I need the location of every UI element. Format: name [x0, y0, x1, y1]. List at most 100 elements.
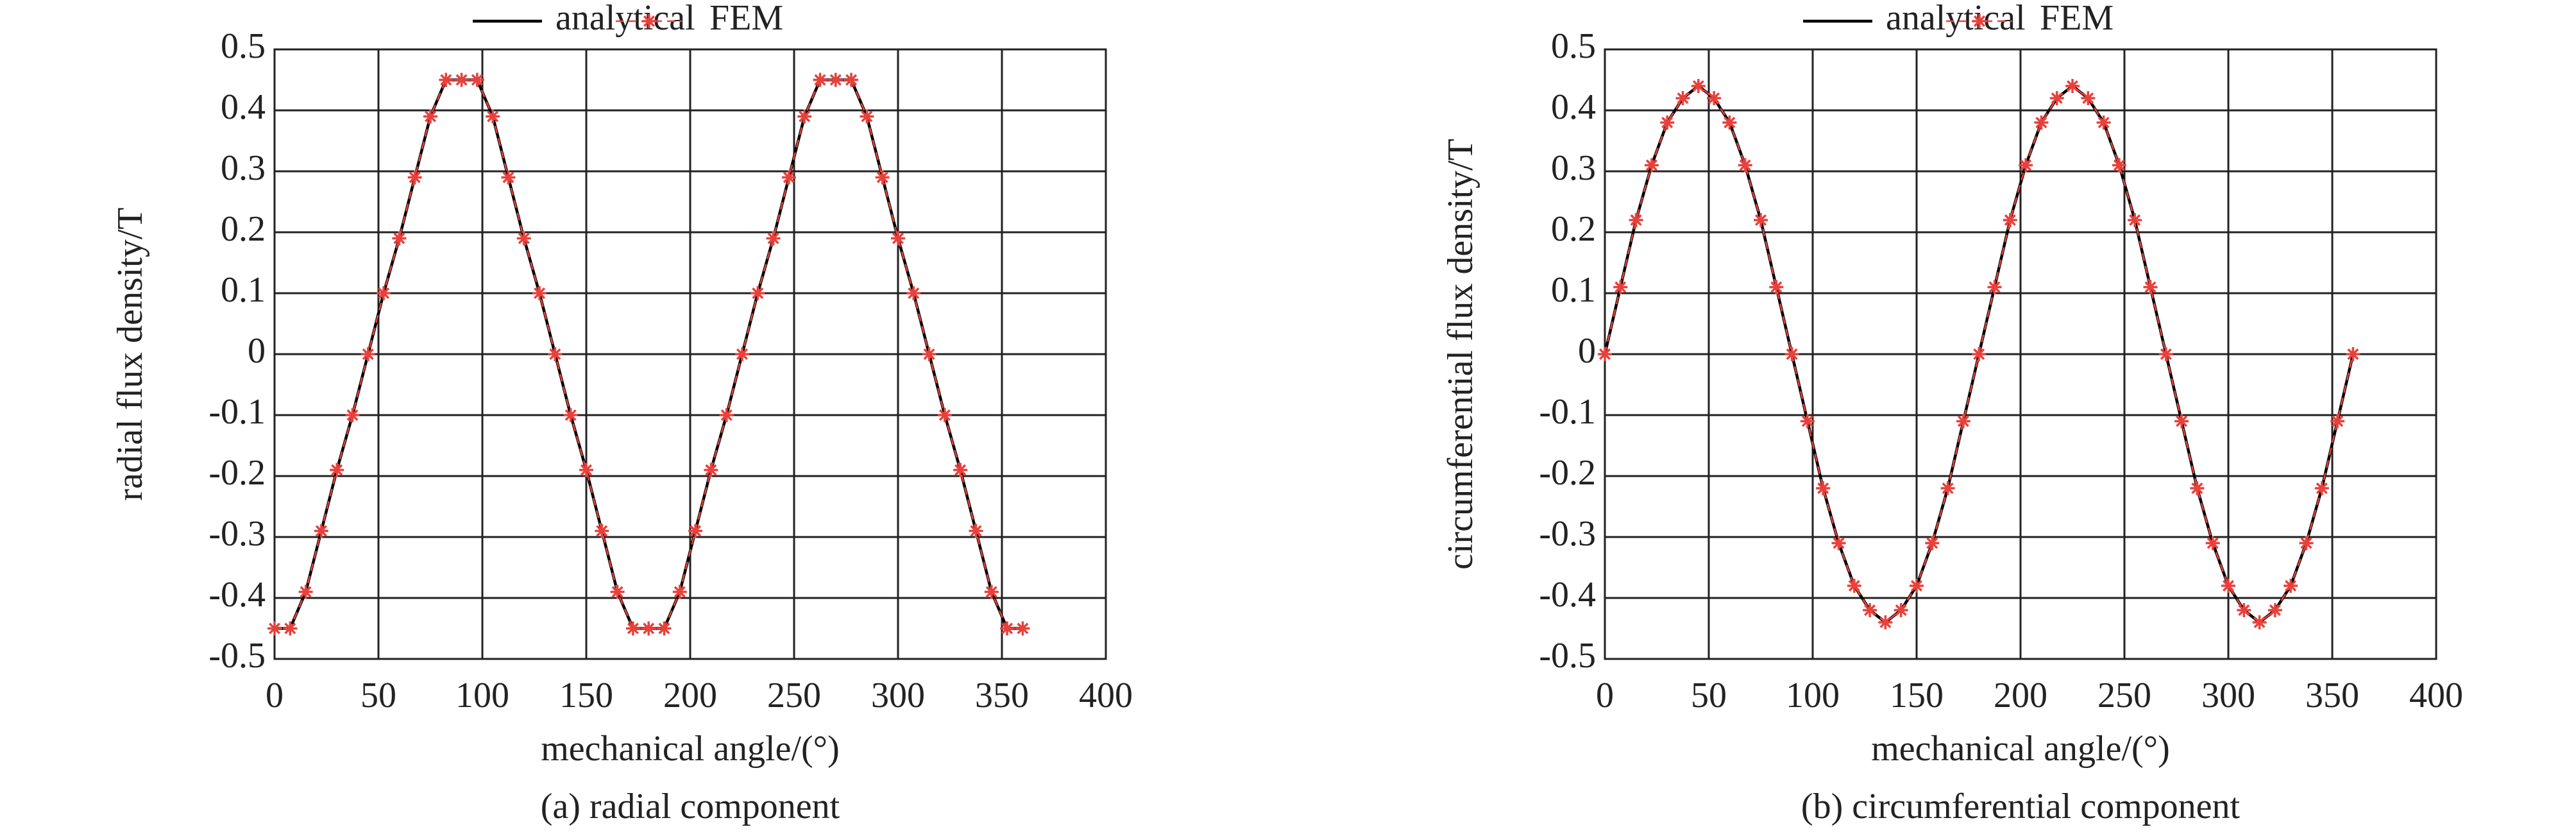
fem-marker	[1000, 621, 1015, 636]
fem-marker	[2252, 615, 2267, 629]
fem-marker	[2330, 414, 2345, 429]
fem-marker	[719, 408, 734, 422]
fem-marker	[704, 463, 718, 477]
y-tick-label: 0.5	[221, 26, 266, 66]
fem-marker	[797, 109, 812, 124]
fem-marker	[501, 170, 516, 185]
fem-marker	[330, 463, 344, 477]
fem-marker	[1598, 347, 1612, 361]
y-axis-label: radial flux density/T	[110, 207, 150, 500]
fem-marker	[1613, 280, 1628, 294]
y-tick-label: 0.1	[221, 270, 266, 310]
y-tick-label: -0.1	[1539, 392, 1596, 432]
fem-marker	[407, 170, 422, 185]
fem-marker	[610, 584, 625, 599]
x-tick-label: 100	[1786, 676, 1840, 715]
fem-marker	[2284, 579, 2298, 593]
fem-marker	[579, 463, 593, 477]
fem-marker	[2205, 536, 2220, 550]
legend-label: FEM	[709, 0, 783, 38]
fem-marker	[891, 231, 905, 246]
fem-marker	[2034, 115, 2049, 130]
fem-marker	[984, 584, 999, 599]
fem-marker	[548, 347, 563, 361]
y-tick-label: -0.5	[208, 636, 266, 676]
fem-marker	[377, 286, 391, 300]
fem-marker	[1769, 280, 1784, 294]
x-tick-label: 300	[2201, 676, 2255, 715]
fem-marker	[2346, 347, 2360, 361]
fem-marker	[298, 584, 313, 599]
y-axis-label: circumferential flux density/T	[1441, 139, 1480, 570]
fem-marker	[2190, 481, 2205, 495]
y-tick-label: -0.5	[1539, 636, 1596, 676]
y-tick-label: 0.3	[221, 148, 266, 188]
fem-marker	[1816, 481, 1831, 495]
fem-marker	[516, 231, 531, 246]
x-tick-label: 50	[1691, 676, 1727, 715]
x-tick-label: 50	[360, 676, 396, 715]
fem-marker	[454, 73, 469, 87]
y-tick-label: 0.1	[1551, 270, 1596, 310]
fem-marker	[641, 621, 656, 636]
fem-marker	[860, 109, 874, 124]
fem-marker	[2096, 115, 2111, 130]
fem-marker	[1644, 158, 1659, 173]
fem-marker	[1847, 579, 1861, 593]
fem-marker	[2019, 158, 2033, 173]
y-tick-label: 0.5	[1551, 26, 1596, 66]
y-tick-label: -0.4	[1539, 575, 1596, 615]
fem-marker	[267, 621, 282, 636]
x-tick-label: 350	[975, 676, 1029, 715]
fem-marker	[360, 347, 375, 361]
x-tick-label: 0	[1596, 676, 1614, 715]
y-tick-label: -0.3	[208, 514, 266, 554]
fem-marker	[392, 231, 407, 246]
fem-marker	[1675, 91, 1690, 105]
fem-marker	[439, 73, 453, 87]
fem-marker	[1910, 579, 1924, 593]
x-tick-label: 350	[2305, 676, 2359, 715]
y-tick-label: 0.3	[1551, 148, 1596, 188]
fem-marker	[1707, 91, 1722, 105]
y-tick-label: -0.4	[208, 575, 266, 615]
fem-marker	[1722, 115, 1737, 130]
x-axis-label: mechanical angle/(°)	[541, 729, 839, 769]
fem-marker	[2143, 280, 2158, 294]
fem-marker	[345, 408, 360, 422]
fem-marker	[657, 621, 672, 636]
legend-marker	[1972, 14, 1987, 28]
x-tick-label: 400	[1079, 676, 1133, 715]
fem-marker	[2112, 158, 2126, 173]
y-tick-label: -0.1	[208, 392, 266, 432]
fem-marker	[750, 286, 765, 300]
plot-frame	[273, 48, 1107, 660]
y-tick-label: 0.2	[221, 209, 266, 249]
fem-marker	[314, 524, 328, 538]
fem-marker	[470, 73, 484, 87]
caption: (a) radial component	[541, 787, 840, 826]
y-tick-label: 0	[248, 331, 266, 371]
fem-marker	[1015, 621, 1030, 636]
legend-label: analytical	[1886, 0, 2026, 38]
fem-marker	[828, 73, 843, 87]
fem-marker	[937, 408, 952, 422]
fem-marker	[2158, 347, 2173, 361]
fem-marker	[953, 463, 968, 477]
legend-label: analytical	[555, 0, 695, 38]
y-tick-label: -0.2	[1539, 453, 1596, 493]
fem-marker	[969, 524, 983, 538]
x-tick-label: 250	[767, 676, 821, 715]
fem-marker	[688, 524, 703, 538]
x-tick-label: 400	[2409, 676, 2463, 715]
fem-marker	[486, 109, 500, 124]
x-tick-label: 200	[663, 676, 717, 715]
fem-marker	[1940, 481, 1955, 495]
fem-marker	[1784, 347, 1799, 361]
y-tick-label: 0.4	[1551, 87, 1596, 127]
y-tick-label: 0.4	[221, 87, 266, 127]
fem-marker	[532, 286, 547, 300]
x-tick-label: 300	[871, 676, 925, 715]
fem-marker	[2267, 603, 2282, 617]
fem-marker	[2174, 414, 2189, 429]
